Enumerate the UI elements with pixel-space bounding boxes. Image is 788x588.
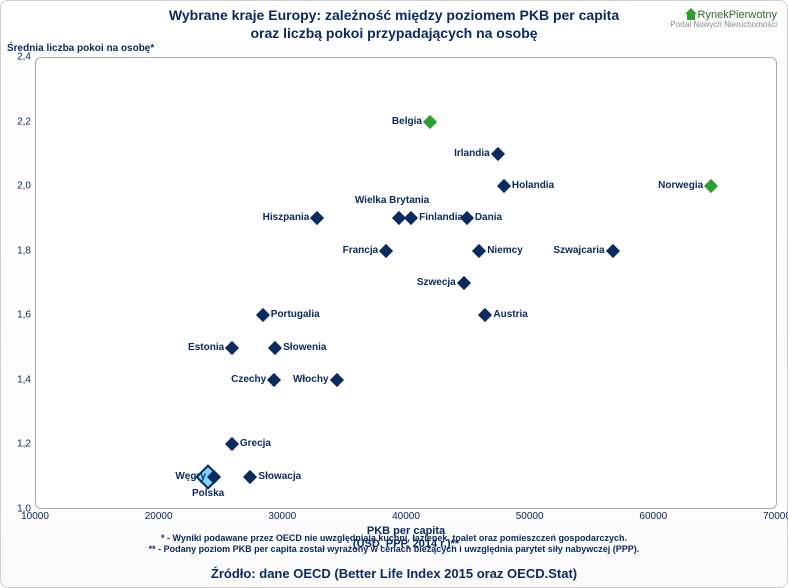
data-point: Dania [462,212,502,225]
data-point: Niemcy [474,245,523,258]
point-label: Norwegia [658,180,706,192]
data-point: Słowacja [245,471,301,484]
chart-title: Wybrane kraje Europy: zależność między p… [1,7,787,42]
point-label: Włochy [293,374,332,386]
y-tick: 2,4 [1,52,31,63]
x-tick: 10000 [10,511,60,522]
title-line-2: oraz liczbą pokoi przypadających na osob… [250,25,537,41]
point-label: Portugalia [268,309,320,321]
data-point: Czechy [231,374,279,387]
diamond-marker-icon [310,211,324,225]
data-point: Holandia [499,180,554,193]
point-label: Hiszpania [263,212,313,224]
data-point: Słowenia [270,342,326,355]
x-tick: 60000 [628,511,678,522]
source-line: Źródło: dane OECD (Better Life Index 201… [1,566,787,581]
data-point: Szwajcaria [553,245,617,258]
data-point: Belgia [392,116,435,129]
point-label: Czechy [231,374,269,386]
point-label: Irlandia [454,148,493,160]
data-point: Portugalia [258,309,320,322]
point-label: Słowenia [280,342,326,354]
x-tick: 30000 [257,511,307,522]
diamond-marker-icon [267,373,281,387]
point-label: Holandia [509,180,554,192]
point-label: Francja [343,245,382,257]
point-label: Grecja [237,438,271,450]
point-label: Estonia [188,342,227,354]
point-label: Słowacja [255,471,301,483]
point-label: Węgry [175,471,209,483]
point-label: Dania [472,212,502,224]
point-label: Austria [490,309,527,321]
x-tick: 50000 [505,511,555,522]
data-point: Norwegia [658,180,716,193]
y-tick: 1,4 [1,374,31,385]
point-label: Niemcy [484,245,523,257]
plot-area: PKB per capita (USD, PPP, 2014 r.)** 1,0… [35,57,777,509]
house-icon [684,7,698,21]
footnote-1: * - Wyniki podawane przez OECD nie uwzgl… [161,533,627,543]
y-tick: 2,2 [1,116,31,127]
y-tick: 1,2 [1,439,31,450]
logo: RynekPierwotny Portal Nowych Nieruchomoś… [670,7,777,30]
data-point: Włochy [293,374,342,387]
data-point: Hiszpania [263,212,323,225]
data-point: Francja [343,245,392,258]
point-label: Szwecja [417,277,459,289]
diamond-marker-icon [379,244,393,258]
diamond-marker-icon [491,147,505,161]
point-label: Szwajcaria [553,245,607,257]
data-point: Estonia [188,342,237,355]
chart-container: Wybrane kraje Europy: zależność między p… [0,0,788,588]
diamond-marker-icon [457,276,471,290]
footnotes: * - Wyniki podawane przez OECD nie uwzgl… [1,533,787,556]
y-tick: 1,8 [1,245,31,256]
diamond-marker-icon [225,340,239,354]
diamond-marker-icon [704,179,718,193]
x-tick: 40000 [381,511,431,522]
y-tick: 1,6 [1,310,31,321]
point-label: Wielka Brytania [355,195,429,207]
title-line-1: Wybrane kraje Europy: zależność między p… [169,7,619,23]
point-label: Finlandia [416,212,463,224]
diamond-marker-icon [605,244,619,258]
data-point: Grecja [227,438,271,451]
diamond-marker-icon [329,373,343,387]
data-point: Irlandia [454,148,503,161]
point-label: Belgia [392,116,425,128]
diamond-marker-icon [207,470,221,484]
data-point: Węgry [175,471,219,484]
x-tick: 20000 [134,511,184,522]
x-tick: 70000 [752,511,788,522]
data-point: Finlandia [406,212,463,225]
data-point: Szwecja [417,277,469,290]
logo-subtext: Portal Nowych Nieruchomości [670,21,777,30]
footnote-2: ** - Podany poziom PKB per capita został… [149,544,640,554]
y-tick: 2,0 [1,181,31,192]
diamond-marker-icon [423,114,437,128]
data-point: Austria [480,309,527,322]
